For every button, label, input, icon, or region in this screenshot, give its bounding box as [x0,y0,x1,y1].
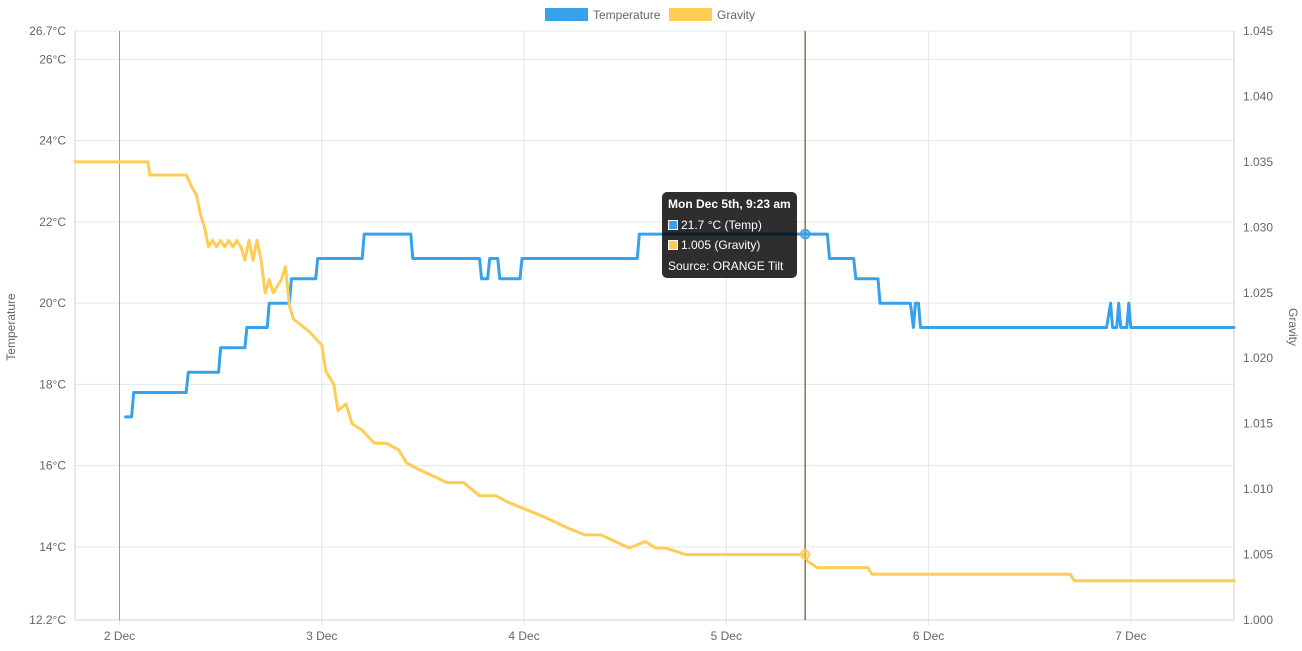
y-right-tick-label: 1.000 [1243,613,1273,627]
legend-swatch-temperature[interactable] [545,8,588,21]
legend-label-gravity[interactable]: Gravity [717,8,755,22]
y-right-tick-label: 1.020 [1243,351,1273,365]
tooltip-row-gravity: 1.005 (Gravity) [668,235,791,255]
tooltip-title: Mon Dec 5th, 9:23 am [668,197,791,211]
series-line-gravity[interactable] [73,160,1236,583]
y-right-tick-label: 1.025 [1243,286,1273,300]
y-left-tick-label: 26°C [39,52,66,66]
highlight-point-gravity[interactable] [799,549,811,560]
y-right-tick-label: 1.030 [1243,220,1273,234]
y-left-tick-label: 22°C [39,215,66,229]
y-left-tick-label: 16°C [39,459,66,473]
legend-swatch-gravity[interactable] [669,8,712,21]
axes: 12.2°C 14°C 16°C 18°C 20°C 22°C 24°C 26°C 26.7°C… [29,24,1273,643]
y-left-tick-label: 18°C [39,377,66,391]
y-left-tick-label: 20°C [39,296,66,310]
series-line-temperature[interactable] [124,232,1236,419]
x-tick-label: 6 Dec [913,629,944,643]
x-tick-label: 3 Dec [306,629,337,643]
y-axis-right-title: Gravity [1286,308,1300,346]
crosshair [799,31,811,620]
legend[interactable]: Temperature Gravity [545,8,755,22]
y-right-tick-label: 1.005 [1243,548,1273,562]
y-left-tick-label: 26.7°C [29,24,66,38]
tooltip-footer: Source: ORANGE Tilt [668,259,784,273]
y-right-tick-label: 1.040 [1243,89,1273,103]
y-left-tick-label: 24°C [39,134,66,148]
y-right-tick-label: 1.035 [1243,155,1273,169]
legend-label-temperature[interactable]: Temperature [593,8,661,22]
series [73,160,1236,583]
tooltip-text-gravity: 1.005 (Gravity) [681,238,761,252]
tooltip-swatch-temperature [668,220,678,230]
y-right-tick-label: 1.010 [1243,482,1273,496]
y-right-tick-label: 1.045 [1243,24,1273,38]
tooltip-swatch-gravity [668,240,678,250]
tooltip-text-temperature: 21.7 °C (Temp) [681,218,762,232]
y-left-tick-label: 14°C [39,540,66,554]
x-tick-label: 4 Dec [508,629,539,643]
x-tick-label: 2 Dec [104,629,135,643]
y-axis-left-title: Temperature [4,293,18,361]
y-left-tick-label: 12.2°C [29,613,66,627]
tooltip-row-temperature: 21.7 °C (Temp) [668,215,791,235]
highlight-point-temperature[interactable] [799,228,811,240]
x-tick-label: 7 Dec [1115,629,1146,643]
x-tick-label: 5 Dec [711,629,742,643]
tooltip: Mon Dec 5th, 9:23 am 21.7 °C (Temp) 1.00… [662,192,797,278]
y-right-tick-label: 1.015 [1243,417,1273,431]
